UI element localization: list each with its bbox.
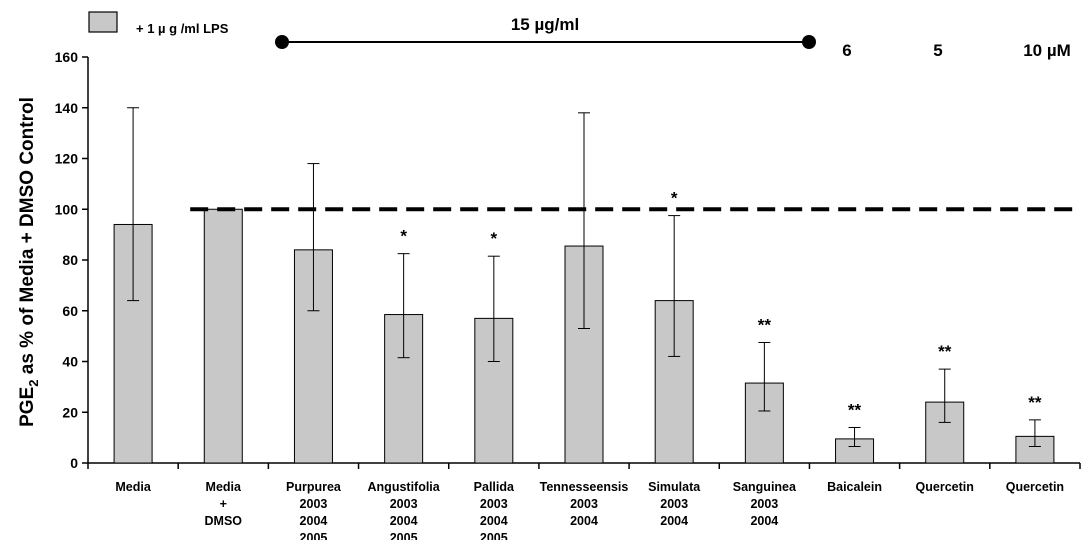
dose-label-quercetin-2: 10 µM (1023, 41, 1071, 60)
dose-label-quercetin-1: 5 (933, 41, 942, 60)
x-category-label: Baicalein (827, 480, 882, 494)
x-category-label: 2003 (660, 497, 688, 511)
y-tick-label: 60 (62, 303, 78, 319)
x-category-label: 2004 (570, 514, 598, 528)
significance-marker: * (491, 229, 498, 248)
x-category-label: 2005 (480, 531, 508, 540)
significance-marker: ** (848, 400, 862, 419)
x-category-label: 2003 (300, 497, 328, 511)
y-tick-label: 140 (55, 100, 79, 116)
y-tick-label: 80 (62, 252, 78, 268)
x-category-label: Media (206, 480, 242, 494)
concentration-label: 15 µg/ml (511, 15, 579, 34)
x-category-label: Quercetin (1006, 480, 1064, 494)
x-category-label: 2003 (750, 497, 778, 511)
plot-area: 0 20 40 60 80 100 120 140 160 Media Media + DMSO Purp… (55, 49, 1081, 540)
x-category-label: 2003 (390, 497, 418, 511)
x-category-label: 2005 (390, 531, 418, 540)
significance-marker: ** (758, 315, 772, 334)
x-category-label: DMSO (205, 514, 243, 528)
y-tick-label: 120 (55, 151, 79, 167)
significance-marker: * (671, 189, 678, 208)
legend-swatch (88, 11, 118, 33)
x-category-label: 2003 (570, 497, 598, 511)
x-category-label: Sanguinea (733, 480, 797, 494)
x-category-label: 2004 (750, 514, 778, 528)
significance-marker: ** (938, 342, 952, 361)
concentration-bracket-end-dot (802, 35, 816, 49)
x-category-label: 2004 (390, 514, 418, 528)
x-category-label: Tennesseensis (540, 480, 629, 494)
x-category-label: Quercetin (916, 480, 974, 494)
dose-label-baicalein: 6 (842, 41, 851, 60)
significance-marker: * (400, 227, 407, 246)
bar (203, 208, 243, 464)
x-category-label: Media (115, 480, 151, 494)
x-category-label: 2004 (480, 514, 508, 528)
y-tick-label: 160 (55, 49, 79, 65)
x-category-label: 2005 (300, 531, 328, 540)
y-tick-label: 100 (55, 201, 79, 217)
y-axis-label-subscript: 2 (26, 380, 41, 387)
y-tick-label: 40 (62, 354, 78, 370)
x-category-label: Angustifolia (368, 480, 441, 494)
x-category-label: Simulata (648, 480, 701, 494)
x-category-label: 2003 (480, 497, 508, 511)
x-category-label: + (220, 497, 227, 511)
concentration-bracket-start-dot (275, 35, 289, 49)
x-category-label: 2004 (300, 514, 328, 528)
x-category-label: 2004 (660, 514, 688, 528)
x-category-label: Pallida (474, 480, 515, 494)
significance-marker: ** (1028, 393, 1042, 412)
y-tick-label: 0 (70, 455, 78, 471)
legend-label: + 1 µ g /ml LPS (136, 21, 229, 36)
y-axis-label: PGE2 as % of Media + DMSO Control (17, 97, 41, 427)
y-tick-label: 20 (62, 404, 78, 420)
x-category-label: Purpurea (286, 480, 342, 494)
